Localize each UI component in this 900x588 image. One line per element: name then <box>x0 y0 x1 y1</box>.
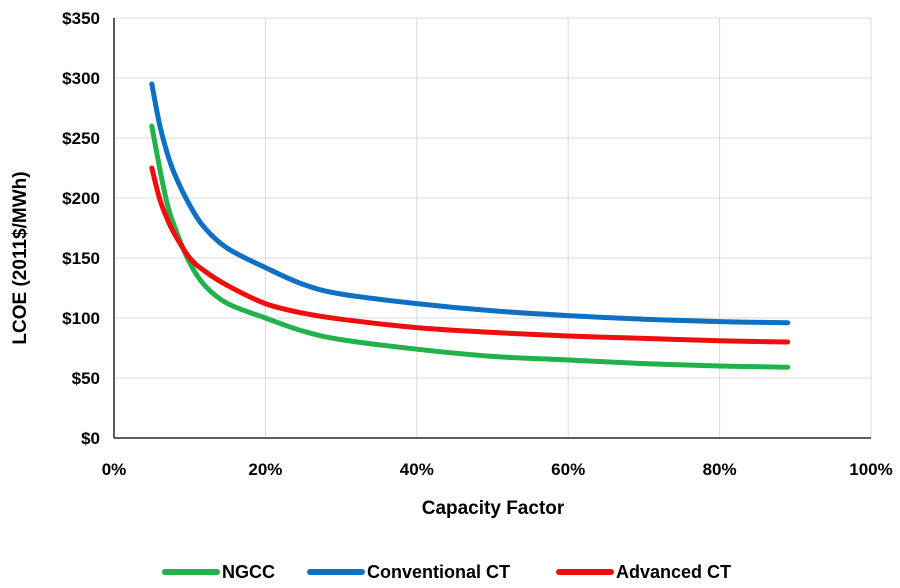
x-tick-label: 0% <box>102 460 127 479</box>
x-tick-label: 20% <box>248 460 282 479</box>
legend-label-ngcc: NGCC <box>222 562 275 582</box>
y-tick-label: $100 <box>62 309 100 328</box>
grid <box>114 17 872 438</box>
y-tick-label: $0 <box>81 429 100 448</box>
y-axis-title: LCOE (2011$/MWh) <box>10 171 31 344</box>
series-layer <box>149 81 791 370</box>
axes <box>113 18 871 439</box>
y-tick-label: $300 <box>62 69 100 88</box>
x-tick-label: 100% <box>849 460 892 479</box>
legend-label-conventional-ct: Conventional CT <box>367 562 510 582</box>
y-tick-label: $350 <box>62 9 100 28</box>
legend: NGCC Conventional CT Advanced CT <box>162 562 731 582</box>
x-tick-label: 40% <box>400 460 434 479</box>
series-line-advanced-ct <box>149 165 791 345</box>
y-tick-label: $50 <box>72 369 100 388</box>
x-axis-title: Capacity Factor <box>422 498 565 519</box>
y-tick-label: $150 <box>62 249 100 268</box>
x-tick-label: 80% <box>703 460 737 479</box>
legend-label-advanced-ct: Advanced CT <box>616 562 731 582</box>
y-tick-label: $200 <box>62 189 100 208</box>
x-tick-label: 60% <box>551 460 585 479</box>
tick-labels: $0 $50 $100 $150 $200 $250 $300 $350 0% 20% 40% 60%… <box>62 9 893 479</box>
y-tick-label: $250 <box>62 129 100 148</box>
series-line-conventional-ct <box>149 81 791 326</box>
series-line-ngcc <box>149 123 791 370</box>
